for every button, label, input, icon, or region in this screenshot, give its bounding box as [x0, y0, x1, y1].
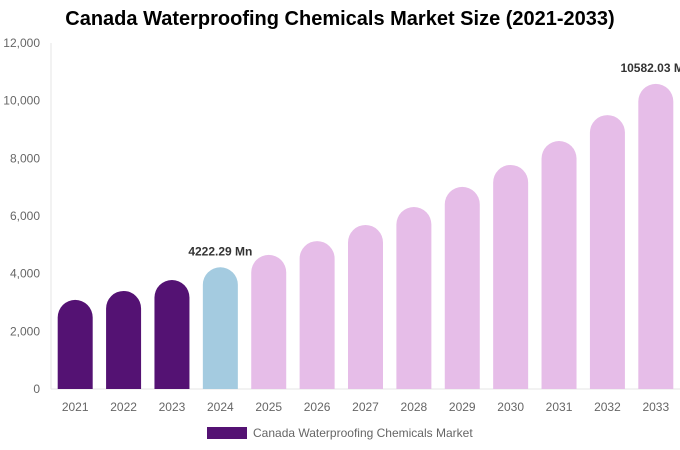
- y-tick-label: 12,000: [3, 36, 40, 50]
- y-tick-label: 2,000: [10, 324, 40, 338]
- x-tick-label: 2023: [159, 400, 186, 414]
- legend[interactable]: Canada Waterproofing Chemicals Market: [207, 426, 473, 440]
- bar-2028: [396, 207, 432, 389]
- bar-2025: [251, 254, 287, 389]
- x-tick-label: 2028: [401, 400, 428, 414]
- legend-swatch: [207, 427, 247, 439]
- bar-2026: [299, 241, 335, 389]
- x-tick-label: 2021: [62, 400, 89, 414]
- bar-2032: [589, 115, 625, 390]
- x-tick-label: 2031: [546, 400, 573, 414]
- y-tick-label: 8,000: [10, 151, 40, 165]
- x-tick-label: 2029: [449, 400, 476, 414]
- x-tick-label: 2032: [594, 400, 621, 414]
- x-tick-label: 2030: [497, 400, 524, 414]
- bar-2023: [154, 280, 190, 389]
- x-tick-label: 2022: [110, 400, 137, 414]
- data-label-2033: 10582.03 Mn: [620, 61, 680, 75]
- x-tick-label: 2025: [255, 400, 282, 414]
- x-tick-label: 2026: [304, 400, 331, 414]
- chart-title: Canada Waterproofing Chemicals Market Si…: [65, 8, 615, 30]
- x-tick-label: 2033: [642, 400, 669, 414]
- legend-label: Canada Waterproofing Chemicals Market: [253, 426, 473, 440]
- bar-2031: [541, 141, 577, 389]
- x-tick-label: 2027: [352, 400, 379, 414]
- bar-2022: [106, 290, 142, 389]
- bar-2029: [444, 186, 480, 389]
- y-tick-label: 0: [33, 382, 40, 396]
- data-label-2024: 4222.29 Mn: [188, 244, 252, 258]
- bar-2030: [493, 164, 529, 389]
- bar-2027: [348, 224, 383, 389]
- y-tick-label: 6,000: [10, 209, 40, 223]
- y-tick-label: 10,000: [3, 94, 40, 108]
- bar-2033: [638, 83, 674, 390]
- bar-2021: [57, 299, 93, 389]
- y-tick-label: 4,000: [10, 267, 40, 281]
- bar-2024: [202, 267, 238, 389]
- x-tick-label: 2024: [207, 400, 234, 414]
